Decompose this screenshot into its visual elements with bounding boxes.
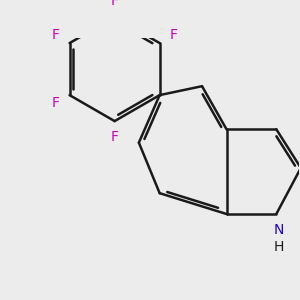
Text: F: F [51, 96, 59, 110]
Text: F: F [111, 0, 119, 8]
Text: H: H [274, 240, 284, 254]
Text: N: N [274, 223, 284, 237]
Text: F: F [170, 28, 178, 42]
Text: F: F [51, 28, 59, 42]
Text: F: F [111, 130, 119, 145]
